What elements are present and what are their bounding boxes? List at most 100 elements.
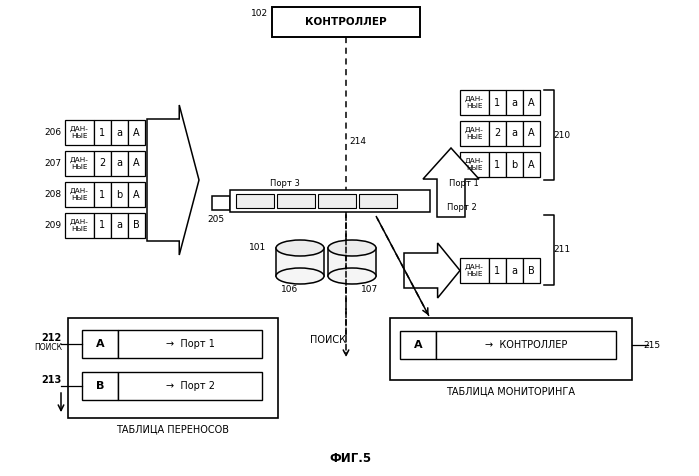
Bar: [111, 120, 128, 145]
Bar: [506, 121, 523, 146]
Text: 208: 208: [44, 190, 61, 199]
Bar: [230, 190, 430, 212]
Text: B: B: [96, 381, 104, 391]
Text: 210: 210: [554, 130, 570, 139]
Bar: [328, 248, 376, 276]
Bar: [506, 152, 523, 177]
Bar: [277, 194, 315, 208]
Text: ДАН-
НЫЕ: ДАН- НЫЕ: [465, 127, 484, 140]
Text: ДАН-
НЫЕ: ДАН- НЫЕ: [465, 264, 484, 277]
Bar: [111, 213, 128, 238]
Text: 205: 205: [208, 215, 224, 224]
Text: 1: 1: [494, 266, 500, 276]
Text: 1: 1: [494, 98, 500, 108]
Bar: [118, 372, 262, 400]
Text: Порт 3: Порт 3: [270, 178, 300, 188]
Text: A: A: [134, 189, 140, 199]
Text: A: A: [528, 98, 535, 108]
Text: 2: 2: [99, 159, 106, 169]
Bar: [82, 372, 118, 400]
Text: A: A: [414, 340, 422, 350]
Polygon shape: [404, 243, 460, 298]
Polygon shape: [147, 105, 199, 255]
Polygon shape: [423, 148, 479, 217]
Text: ДАН-
НЫЕ: ДАН- НЫЕ: [70, 188, 89, 201]
Text: a: a: [117, 128, 122, 138]
Text: ПОИСК: ПОИСК: [34, 344, 62, 353]
Text: Порт 2: Порт 2: [447, 202, 477, 211]
Text: 213: 213: [42, 375, 62, 385]
Text: 206: 206: [44, 128, 61, 137]
Bar: [65, 151, 94, 176]
Text: 1: 1: [99, 128, 106, 138]
Text: ДАН-
НЫЕ: ДАН- НЫЕ: [70, 126, 89, 139]
Ellipse shape: [328, 240, 376, 256]
Text: ДАН-
НЫЕ: ДАН- НЫЕ: [465, 96, 484, 109]
Bar: [489, 152, 506, 177]
Text: b: b: [512, 159, 518, 169]
Text: A: A: [134, 159, 140, 169]
Bar: [276, 248, 324, 276]
Bar: [65, 120, 94, 145]
Text: 2: 2: [494, 129, 500, 139]
Text: A: A: [134, 128, 140, 138]
Bar: [506, 90, 523, 115]
Text: 214: 214: [350, 138, 366, 147]
Bar: [523, 152, 540, 177]
Text: 215: 215: [644, 340, 661, 349]
Bar: [111, 182, 128, 207]
Bar: [128, 182, 145, 207]
Text: 211: 211: [554, 246, 570, 255]
Text: a: a: [117, 159, 122, 169]
Text: ДАН-
НЫЕ: ДАН- НЫЕ: [70, 219, 89, 232]
Text: ДАН-
НЫЕ: ДАН- НЫЕ: [70, 157, 89, 170]
Text: 212: 212: [42, 333, 62, 343]
Bar: [65, 182, 94, 207]
Text: 106: 106: [282, 286, 298, 295]
Bar: [318, 194, 356, 208]
Text: 1: 1: [99, 189, 106, 199]
Text: 102: 102: [251, 9, 268, 18]
Bar: [523, 90, 540, 115]
Bar: [94, 120, 111, 145]
Bar: [94, 213, 111, 238]
Ellipse shape: [276, 268, 324, 284]
Text: 1: 1: [99, 220, 106, 230]
Bar: [523, 258, 540, 283]
Bar: [460, 121, 489, 146]
Bar: [118, 330, 262, 358]
Text: a: a: [512, 98, 517, 108]
Bar: [460, 258, 489, 283]
Text: →  Порт 2: → Порт 2: [166, 381, 215, 391]
Bar: [272, 7, 420, 37]
Text: 101: 101: [249, 244, 266, 252]
Text: 1: 1: [494, 159, 500, 169]
Bar: [523, 121, 540, 146]
Bar: [128, 120, 145, 145]
Text: Порт 1: Порт 1: [449, 178, 479, 188]
Text: 209: 209: [44, 221, 61, 230]
Bar: [111, 151, 128, 176]
Text: ПОИСК: ПОИСК: [310, 335, 346, 345]
Bar: [489, 258, 506, 283]
Bar: [489, 90, 506, 115]
Text: 207: 207: [44, 159, 61, 168]
Text: ТАБЛИЦА ПЕРЕНОСОВ: ТАБЛИЦА ПЕРЕНОСОВ: [117, 424, 229, 434]
Bar: [128, 213, 145, 238]
Bar: [94, 182, 111, 207]
Text: a: a: [117, 220, 122, 230]
Text: ТАБЛИЦА МОНИТОРИНГА: ТАБЛИЦА МОНИТОРИНГА: [447, 386, 575, 396]
Bar: [128, 151, 145, 176]
Bar: [359, 194, 397, 208]
Bar: [65, 213, 94, 238]
Text: a: a: [512, 266, 517, 276]
Bar: [212, 196, 230, 210]
Bar: [460, 90, 489, 115]
Bar: [390, 318, 632, 380]
Ellipse shape: [276, 240, 324, 256]
Text: B: B: [133, 220, 140, 230]
Bar: [436, 331, 616, 359]
Bar: [460, 152, 489, 177]
Text: A: A: [528, 159, 535, 169]
Bar: [506, 258, 523, 283]
